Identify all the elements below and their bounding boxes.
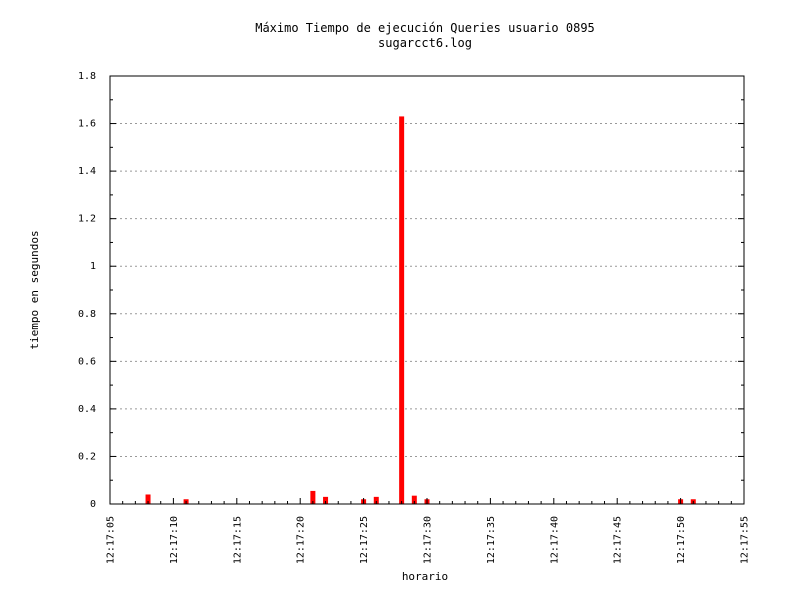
x-tick-label: 12:17:05	[106, 516, 117, 564]
bars	[145, 116, 696, 504]
x-tick-label: 12:17:55	[740, 516, 751, 564]
y-tick-label: 1.8	[78, 71, 96, 82]
y-tick-label: 1	[90, 261, 96, 272]
y-tick-label: 0.6	[78, 356, 96, 367]
y-tick-label: 1.4	[78, 166, 96, 177]
bar	[373, 496, 379, 504]
y-tick-label: 1.6	[78, 119, 96, 130]
bar	[411, 495, 417, 504]
bar	[323, 496, 329, 504]
plot-frame	[109, 75, 745, 505]
y-tick-label: 0	[90, 499, 96, 510]
x-axis-label: horario	[402, 570, 448, 583]
chart-subtitle: sugarcct6.log	[378, 36, 472, 50]
bar	[399, 116, 405, 504]
y-tick-label: 0.4	[78, 404, 96, 415]
bar	[310, 490, 316, 504]
x-tick-label: 12:17:10	[169, 516, 180, 564]
tick-labels: 0 0.2 0.4 0.6 0.8 1 1.2 1.4 1.6 1.8 12:17:05 12:17:…	[78, 71, 751, 564]
x-tick-label: 12:17:15	[232, 516, 243, 564]
bar	[145, 494, 151, 504]
y-tick-label: 0.8	[78, 309, 96, 320]
y-axis-label: tiempo en segundos	[28, 230, 41, 349]
x-tick-label: 12:17:25	[359, 516, 370, 564]
y-tick-label: 0.2	[78, 451, 96, 462]
x-tick-label: 12:17:40	[549, 516, 560, 564]
x-tick-label: 12:17:30	[423, 516, 434, 564]
x-tick-label: 12:17:50	[676, 516, 687, 564]
chart-title: Máximo Tiempo de ejecución Queries usuar…	[255, 21, 595, 35]
x-tick-label: 12:17:35	[486, 516, 497, 564]
grid-lines	[110, 123, 744, 457]
tick-marks	[109, 75, 745, 505]
y-tick-label: 1.2	[78, 214, 96, 225]
x-tick-label: 12:17:45	[613, 516, 624, 564]
x-tick-label: 12:17:20	[296, 516, 307, 564]
